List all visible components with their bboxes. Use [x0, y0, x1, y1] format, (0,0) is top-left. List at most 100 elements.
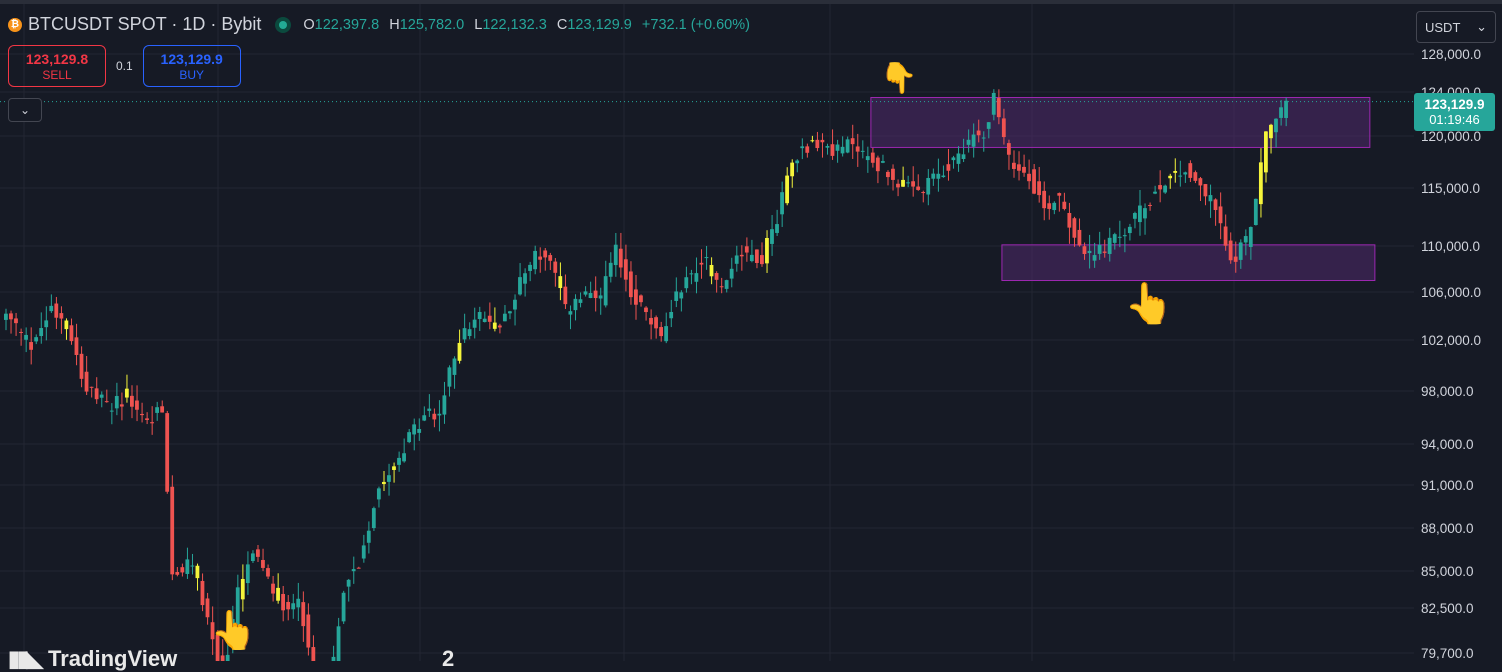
- candle-body: [361, 545, 366, 559]
- candle-body: [1228, 240, 1233, 261]
- candle-body: [9, 313, 13, 320]
- price-axis-label: 106,000.0: [1421, 285, 1481, 300]
- sell-button[interactable]: 123,129.8 SELL: [8, 45, 106, 87]
- candle-body: [528, 264, 532, 271]
- candle-body: [1082, 246, 1087, 255]
- candle-body: [593, 290, 598, 299]
- candle-body: [840, 146, 845, 154]
- price-axis-label: 94,000.0: [1421, 437, 1474, 452]
- last-price-value: 123,129.9: [1424, 97, 1485, 112]
- candle-body: [976, 130, 981, 136]
- candle-body: [29, 342, 33, 350]
- candle-body: [170, 486, 175, 575]
- candle-body: [44, 320, 49, 328]
- candle-body: [739, 254, 744, 257]
- candle-body: [1122, 235, 1127, 237]
- candle-body: [89, 386, 94, 388]
- candle-body: [34, 337, 39, 342]
- candlestick-chart[interactable]: 128,000.0124,000.0120,000.0115,000.0110,…: [0, 4, 1502, 661]
- candle-body: [1269, 124, 1273, 139]
- candle-body: [387, 475, 391, 482]
- candle-body: [659, 327, 663, 337]
- candle-body: [770, 229, 774, 244]
- candle-body: [1183, 172, 1188, 175]
- candle-body: [245, 564, 250, 584]
- collapse-toggle-button[interactable]: ⌄: [8, 98, 42, 122]
- tradingview-watermark: ▮▮◣ TradingView 2: [8, 646, 454, 672]
- candle-body: [1218, 206, 1223, 224]
- candle-body: [996, 98, 1001, 118]
- candle-body: [261, 559, 265, 568]
- candle-body: [558, 276, 563, 289]
- candle-body: [896, 183, 900, 188]
- candle-body: [1243, 236, 1248, 243]
- candle-body: [704, 257, 709, 259]
- candle-body: [382, 481, 386, 485]
- candle-body: [457, 342, 462, 361]
- candle-body: [699, 262, 704, 265]
- candle-body: [54, 303, 59, 318]
- price-axis-label: 98,000.0: [1421, 384, 1474, 399]
- candle-body: [235, 587, 240, 626]
- candle-body: [508, 311, 512, 314]
- pointing-up-hand-icon: 👆: [210, 610, 258, 652]
- candle-body: [729, 268, 734, 279]
- candle-body: [94, 388, 99, 400]
- candle-body: [1067, 212, 1072, 228]
- candle-body: [205, 598, 210, 618]
- bar-countdown: 01:19:46: [1429, 112, 1480, 127]
- candle-body: [1027, 173, 1031, 182]
- candle-body: [150, 422, 154, 424]
- candle-body: [417, 429, 422, 433]
- candle-body: [855, 146, 860, 152]
- candle-body: [875, 157, 880, 172]
- candle-body: [472, 319, 477, 328]
- candle-body: [1258, 162, 1263, 205]
- candle-body: [860, 150, 865, 152]
- candle-body: [84, 371, 89, 392]
- candle-body: [734, 255, 739, 264]
- price-axis-label: 82,500.0: [1421, 601, 1474, 616]
- candle-body: [795, 160, 800, 164]
- candle-body: [775, 224, 779, 233]
- low-label: L: [474, 16, 483, 33]
- candle-body: [482, 318, 487, 322]
- candle-body: [543, 250, 548, 258]
- currency-select[interactable]: USDT ⌄: [1416, 11, 1496, 43]
- candle-body: [649, 317, 653, 325]
- candle-body: [376, 488, 381, 500]
- candle-body: [634, 289, 638, 305]
- range-zone: [1001, 244, 1376, 281]
- candle-body: [533, 250, 537, 270]
- candle-body: [311, 647, 316, 661]
- candle-body: [1032, 169, 1036, 194]
- candle-body: [1006, 143, 1011, 155]
- candle-body: [392, 466, 396, 470]
- symbol-title[interactable]: BTCUSDT SPOT · 1D · Bybit: [28, 14, 262, 34]
- candle-body: [1047, 203, 1052, 209]
- candle-body: [1168, 175, 1173, 179]
- candle-body: [407, 432, 411, 443]
- price-axis-label: 102,000.0: [1421, 333, 1481, 348]
- candle-body: [165, 413, 170, 492]
- candle-body: [180, 567, 185, 573]
- price-axis-label: 115,000.0: [1421, 181, 1480, 196]
- candle-body: [951, 157, 956, 161]
- candle-body: [1233, 256, 1238, 262]
- candle-body: [502, 313, 507, 322]
- price-axis-label: 91,000.0: [1421, 478, 1474, 493]
- candle-body: [1001, 118, 1006, 138]
- candle-body: [744, 246, 749, 253]
- candle-body: [523, 273, 527, 284]
- candle-body: [1037, 181, 1041, 196]
- candle-body: [709, 264, 714, 277]
- candle-body: [1248, 227, 1253, 247]
- candle-body: [880, 161, 885, 163]
- candle-body: [674, 291, 679, 301]
- candle-body: [104, 401, 109, 403]
- candle-body: [568, 311, 573, 315]
- close-value: 123,129.9: [567, 16, 632, 33]
- candle-body: [1012, 162, 1016, 169]
- buy-price: 123,129.9: [160, 50, 223, 67]
- buy-button[interactable]: 123,129.9 BUY: [142, 45, 241, 87]
